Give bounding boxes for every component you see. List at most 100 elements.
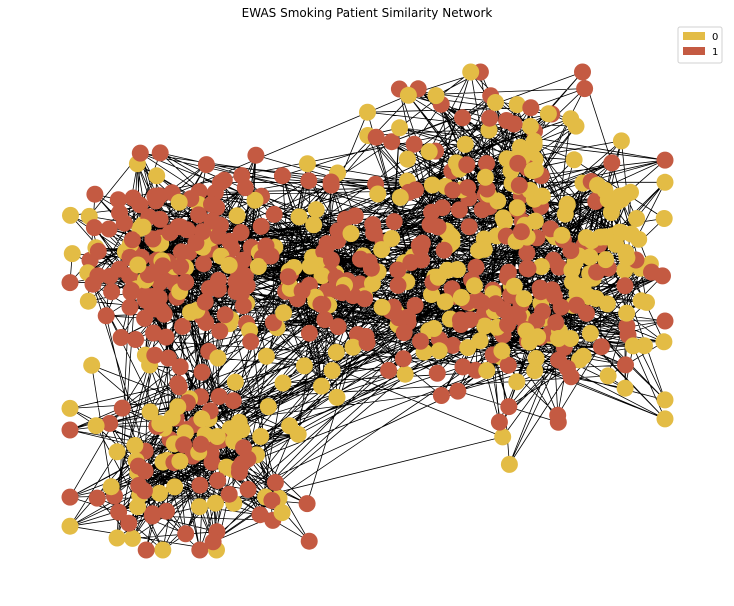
node-class-1 bbox=[235, 439, 252, 457]
node-class-0 bbox=[550, 330, 567, 347]
node-class-0 bbox=[599, 367, 617, 385]
node-class-1 bbox=[367, 128, 385, 146]
node-class-1 bbox=[499, 316, 517, 333]
node-class-0 bbox=[209, 349, 227, 367]
node-class-0 bbox=[399, 150, 416, 168]
node-class-0 bbox=[452, 289, 470, 306]
node-class-1 bbox=[151, 187, 169, 205]
node-class-1 bbox=[136, 309, 154, 327]
node-class-0 bbox=[563, 273, 581, 291]
node-class-0 bbox=[597, 251, 615, 269]
node-class-1 bbox=[266, 474, 284, 491]
legend-label-0: 0 bbox=[712, 32, 718, 43]
node-class-1 bbox=[89, 242, 107, 260]
node-class-0 bbox=[391, 188, 409, 206]
node-class-1 bbox=[154, 257, 172, 275]
node-class-1 bbox=[383, 133, 401, 151]
node-class-1 bbox=[187, 234, 205, 252]
node-class-1 bbox=[505, 115, 523, 133]
node-class-0 bbox=[252, 428, 270, 445]
node-class-1 bbox=[100, 220, 118, 238]
node-class-1 bbox=[151, 210, 169, 228]
node-class-1 bbox=[323, 251, 340, 269]
node-class-1 bbox=[550, 258, 568, 276]
node-class-1 bbox=[209, 472, 227, 489]
node-class-1 bbox=[405, 135, 423, 153]
node-class-0 bbox=[462, 63, 480, 81]
node-class-1 bbox=[519, 260, 537, 278]
node-class-0 bbox=[108, 529, 126, 547]
node-class-0 bbox=[436, 293, 454, 311]
node-class-1 bbox=[61, 421, 79, 439]
node-class-1 bbox=[428, 364, 446, 382]
node-class-0 bbox=[558, 197, 576, 214]
node-class-1 bbox=[654, 267, 671, 285]
node-class-0 bbox=[249, 258, 267, 275]
node-class-1 bbox=[239, 480, 257, 498]
node-class-0 bbox=[494, 428, 512, 446]
node-class-0 bbox=[391, 119, 409, 137]
node-class-1 bbox=[131, 144, 149, 162]
node-class-0 bbox=[565, 151, 583, 169]
node-class-1 bbox=[109, 191, 127, 209]
node-class-1 bbox=[458, 156, 476, 174]
node-class-1 bbox=[312, 295, 330, 313]
node-class-0 bbox=[226, 373, 244, 391]
node-class-0 bbox=[611, 187, 629, 205]
node-class-0 bbox=[508, 96, 526, 114]
node-class-0 bbox=[617, 244, 635, 261]
node-class-1 bbox=[159, 349, 177, 367]
node-class-0 bbox=[102, 478, 120, 496]
node-class-1 bbox=[220, 485, 238, 503]
node-class-1 bbox=[191, 476, 209, 494]
node-class-0 bbox=[628, 210, 646, 227]
node-class-0 bbox=[61, 517, 79, 535]
node-class-1 bbox=[293, 282, 311, 300]
node-class-1 bbox=[547, 314, 565, 331]
legend-swatch-1 bbox=[683, 47, 705, 55]
node-class-0 bbox=[344, 338, 362, 356]
node-class-1 bbox=[356, 290, 374, 308]
node-class-0 bbox=[87, 417, 105, 435]
node-class-0 bbox=[553, 226, 571, 244]
node-class-1 bbox=[402, 254, 420, 271]
node-class-0 bbox=[581, 248, 599, 266]
node-class-0 bbox=[596, 228, 614, 246]
node-class-1 bbox=[543, 281, 561, 299]
node-class-0 bbox=[622, 225, 640, 243]
node-class-1 bbox=[145, 324, 163, 342]
node-class-1 bbox=[215, 171, 233, 189]
node-class-1 bbox=[389, 261, 407, 279]
node-class-0 bbox=[624, 337, 642, 355]
node-class-1 bbox=[389, 276, 407, 294]
node-class-0 bbox=[83, 356, 101, 374]
node-class-1 bbox=[444, 181, 462, 199]
node-class-0 bbox=[220, 256, 238, 274]
node-class-1 bbox=[86, 185, 104, 203]
node-class-0 bbox=[526, 161, 544, 179]
node-class-0 bbox=[430, 342, 448, 360]
node-class-0 bbox=[169, 398, 187, 416]
node-class-0 bbox=[456, 135, 474, 153]
node-class-1 bbox=[195, 255, 213, 273]
node-class-1 bbox=[522, 99, 540, 117]
node-class-1 bbox=[210, 388, 228, 405]
node-class-0 bbox=[581, 324, 599, 342]
node-class-0 bbox=[420, 143, 438, 161]
node-class-0 bbox=[596, 181, 614, 199]
node-class-1 bbox=[322, 173, 340, 191]
node-class-1 bbox=[131, 196, 149, 214]
node-class-1 bbox=[130, 477, 148, 494]
node-class-0 bbox=[562, 330, 580, 347]
node-class-1 bbox=[174, 317, 192, 335]
node-class-0 bbox=[207, 494, 224, 512]
node-class-1 bbox=[656, 312, 674, 330]
node-class-0 bbox=[307, 201, 325, 219]
node-class-0 bbox=[587, 290, 605, 307]
node-class-1 bbox=[177, 273, 195, 291]
node-class-1 bbox=[204, 533, 222, 551]
node-class-0 bbox=[511, 138, 529, 156]
node-class-0 bbox=[373, 241, 391, 259]
node-class-0 bbox=[399, 86, 417, 104]
